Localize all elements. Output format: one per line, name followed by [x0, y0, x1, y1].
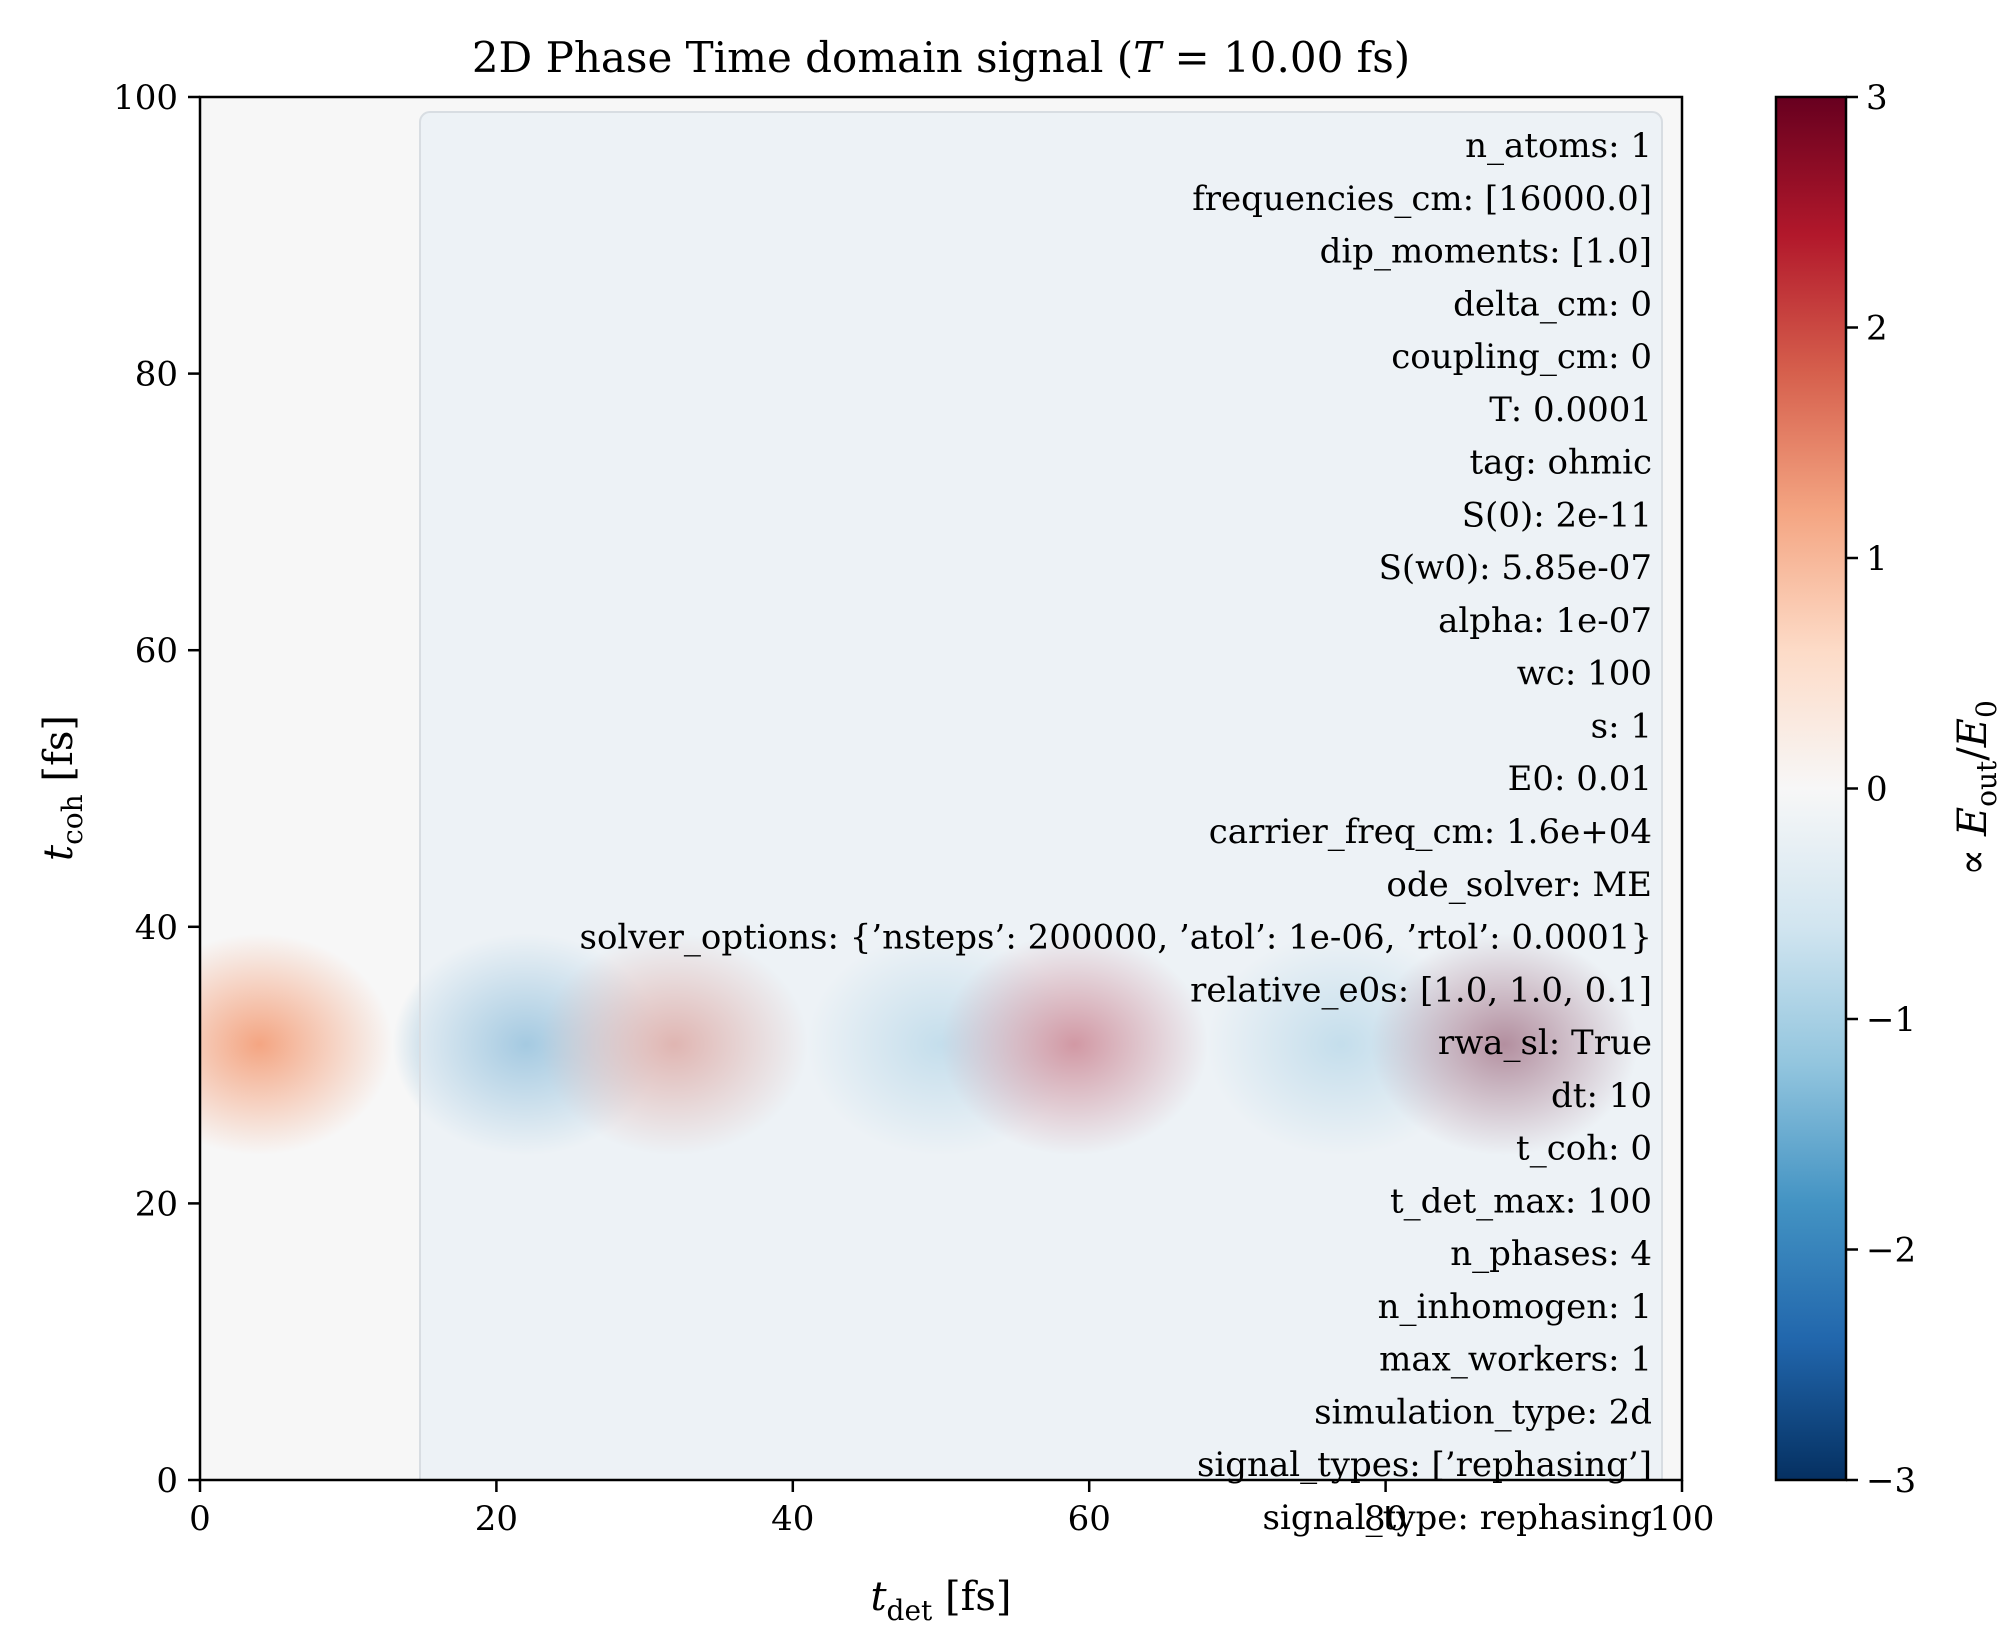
colorbar-tick-label: 1 — [1866, 539, 1888, 579]
x-tick-label: 20 — [475, 1499, 518, 1539]
y-axis-ticks: 0 20 40 60 80 100 — [113, 78, 200, 1501]
colorbar-tick-label: −3 — [1866, 1461, 1916, 1501]
info-line: relative_e0s: [1.0, 1.0, 0.1] — [1190, 970, 1652, 1010]
y-tick-label: 40 — [135, 908, 178, 948]
info-box-background — [419, 111, 1663, 1480]
info-line: t_coh: 0 — [1516, 1129, 1652, 1169]
colorbar-tick-label: −2 — [1866, 1231, 1916, 1271]
info-line: carrier_freq_cm: 1.6e+04 — [1209, 812, 1652, 852]
colorbar-ticks: 3 2 1 0 −1 −2 −3 — [1846, 78, 1916, 1501]
info-line: dip_moments: [1.0] — [1320, 232, 1652, 272]
info-line: n_phases: 4 — [1450, 1234, 1652, 1274]
colorbar-tick-label: −1 — [1866, 1000, 1916, 1040]
info-line: E0: 0.01 — [1508, 759, 1652, 799]
colorbar-tick-label: 3 — [1866, 78, 1888, 118]
y-tick-label: 80 — [135, 355, 178, 395]
info-line: delta_cm: 0 — [1453, 284, 1652, 324]
info-line: n_inhomogen: 1 — [1378, 1287, 1652, 1327]
info-line: ode_solver: ME — [1386, 865, 1652, 905]
x-tick-label: 40 — [771, 1499, 814, 1539]
y-tick-label: 60 — [135, 631, 178, 671]
info-line: solver_options: {’nsteps’: 200000, ’atol… — [580, 918, 1653, 958]
info-line: t_det_max: 100 — [1390, 1181, 1652, 1221]
heatmap-plot-area — [200, 97, 1682, 1480]
y-tick-label: 20 — [135, 1184, 178, 1224]
colorbar — [1774, 95, 1848, 1482]
y-tick-label: 100 — [113, 78, 178, 118]
x-tick-label: 100 — [1650, 1499, 1715, 1539]
info-line: dt: 10 — [1551, 1076, 1652, 1116]
x-axis-ticks: 0 20 40 60 80 100 — [189, 1480, 1714, 1539]
info-line: wc: 100 — [1517, 654, 1652, 694]
x-axis-label: tdet [fs] — [870, 1574, 1011, 1627]
info-line: rwa_sl: True — [1438, 1023, 1652, 1063]
chart-title: 2D Phase Time domain signal (T = 10.00 f… — [472, 33, 1410, 82]
info-box: n_atoms: 1 frequencies_cm: [16000.0] dip_m… — [580, 126, 1653, 1538]
info-line: tag: ohmic — [1470, 443, 1652, 483]
x-tick-label: 60 — [1068, 1499, 1111, 1539]
info-line: coupling_cm: 0 — [1391, 337, 1652, 377]
plot-frame — [198, 95, 1684, 1482]
info-line: signal_types: [’rephasing’] — [1197, 1445, 1652, 1485]
info-line: max_workers: 1 — [1379, 1340, 1652, 1380]
colorbar-label: ∝ Eout/E0 — [1950, 700, 2003, 876]
info-line: simulation_type: 2d — [1314, 1392, 1652, 1432]
x-tick-label: 0 — [189, 1499, 211, 1539]
info-line: S(0): 2e-11 — [1462, 495, 1652, 535]
info-line: S(w0): 5.85e-07 — [1379, 548, 1652, 588]
y-tick-label: 0 — [156, 1461, 178, 1501]
info-line: frequencies_cm: [16000.0] — [1192, 179, 1652, 219]
info-line: n_atoms: 1 — [1465, 126, 1652, 166]
x-tick-label: 80 — [1364, 1499, 1407, 1539]
y-axis-label: tcoh [fs] — [36, 715, 89, 861]
colorbar-tick-label: 0 — [1866, 770, 1888, 810]
info-line: s: 1 — [1591, 706, 1652, 746]
info-line: T: 0.0001 — [1489, 390, 1652, 430]
heatmap-blob — [200, 933, 393, 1155]
colorbar-tick-label: 2 — [1866, 309, 1888, 349]
info-line: alpha: 1e-07 — [1438, 601, 1652, 641]
info-line: signal_type: rephasing — [1263, 1498, 1652, 1538]
